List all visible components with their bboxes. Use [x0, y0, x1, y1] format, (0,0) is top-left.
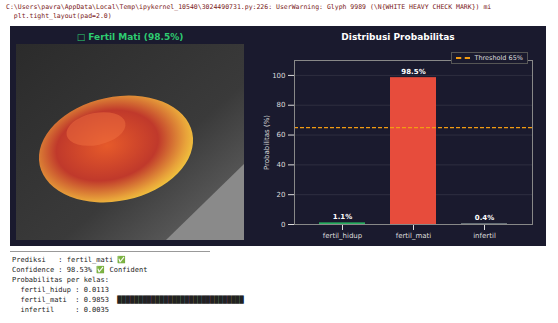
svg-text:infertil: infertil — [473, 232, 496, 240]
svg-text:fertil_hidup: fertil_hidup — [323, 232, 363, 240]
svg-text:20: 20 — [277, 191, 286, 199]
html-text:□ Fertil Mati (98.5%): □ Fertil Mati (98.5%) — [76, 32, 184, 42]
html-text:Prediksi : fertil_mati ✅ Confi: Prediksi : fertil_mati ✅ Confidence : 98… — [12, 256, 244, 314]
svg-text:1.1%: 1.1% — [333, 213, 352, 221]
svg-text:60: 60 — [277, 131, 286, 139]
svg-text:0.4%: 0.4% — [475, 214, 494, 222]
svg-text:40: 40 — [277, 161, 286, 169]
svg-text:98.5%: 98.5% — [401, 68, 425, 76]
html-text:Threshold 65%: Threshold 65% — [474, 54, 523, 62]
html-text:Distribusi Probabilitas: Distribusi Probabilitas — [341, 32, 455, 42]
svg-text:80: 80 — [277, 101, 286, 109]
svg-text:100: 100 — [272, 72, 285, 80]
html-text:C:\Users\pavra\AppData\Local\T: C:\Users\pavra\AppData\Local\Temp\ipyker… — [6, 3, 492, 20]
svg-text:fertil_mati: fertil_mati — [396, 232, 432, 240]
svg-text:0: 0 — [281, 221, 285, 229]
svg-text:Probabilitas (%): Probabilitas (%) — [263, 115, 271, 170]
